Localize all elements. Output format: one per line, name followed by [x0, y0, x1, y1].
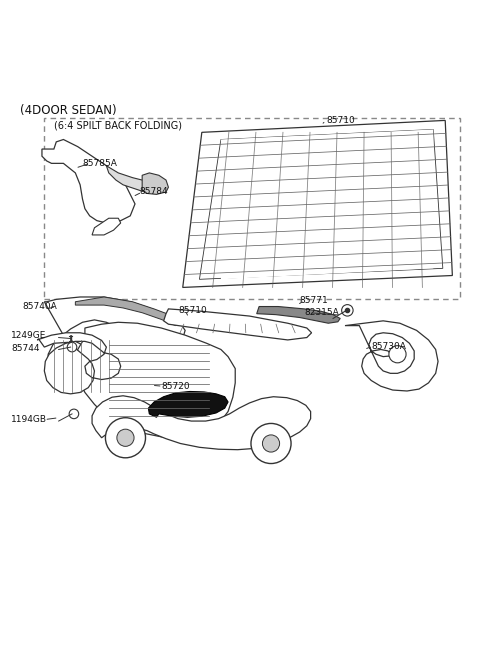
- Text: 85740A: 85740A: [23, 302, 58, 311]
- Circle shape: [263, 435, 280, 452]
- Polygon shape: [142, 173, 168, 194]
- Text: 85730A: 85730A: [371, 342, 406, 351]
- Text: 85744: 85744: [11, 344, 39, 352]
- Polygon shape: [164, 309, 312, 340]
- Polygon shape: [148, 392, 228, 417]
- Text: (4DOOR SEDAN): (4DOOR SEDAN): [21, 104, 117, 117]
- Polygon shape: [183, 121, 452, 287]
- Circle shape: [67, 342, 77, 352]
- Polygon shape: [42, 140, 135, 223]
- Polygon shape: [37, 333, 120, 394]
- Text: (6:4 SPILT BACK FOLDING): (6:4 SPILT BACK FOLDING): [54, 121, 182, 131]
- Circle shape: [106, 418, 145, 458]
- Circle shape: [117, 429, 134, 446]
- Text: 1194GB: 1194GB: [11, 415, 47, 424]
- Text: 85710: 85710: [178, 306, 207, 315]
- Polygon shape: [107, 166, 154, 192]
- Polygon shape: [257, 306, 340, 323]
- Circle shape: [69, 409, 79, 419]
- Text: 85720: 85720: [161, 382, 190, 391]
- Text: 1249GE: 1249GE: [11, 331, 46, 340]
- Polygon shape: [92, 396, 311, 450]
- Text: 85784: 85784: [140, 188, 168, 197]
- Text: 82315A: 82315A: [304, 308, 339, 318]
- Polygon shape: [75, 322, 235, 438]
- Text: 85771: 85771: [300, 296, 328, 305]
- Circle shape: [251, 423, 291, 464]
- Text: 85710: 85710: [326, 116, 355, 125]
- Circle shape: [389, 346, 406, 363]
- Polygon shape: [345, 321, 438, 391]
- Polygon shape: [92, 218, 120, 235]
- Circle shape: [342, 304, 353, 316]
- Polygon shape: [75, 297, 183, 325]
- Text: 85785A: 85785A: [83, 159, 118, 168]
- Polygon shape: [44, 297, 185, 375]
